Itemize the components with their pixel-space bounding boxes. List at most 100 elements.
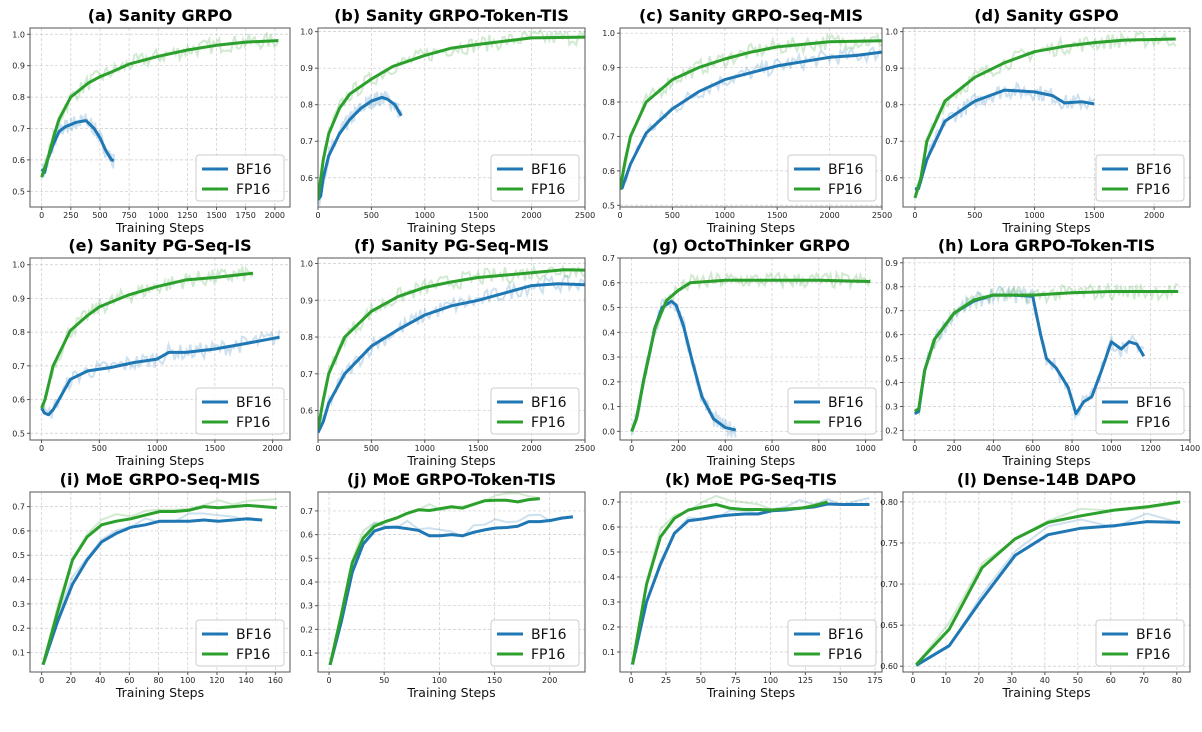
x-tick-label: 1500 [468, 444, 488, 453]
x-tick-label: 0 [326, 676, 331, 685]
legend-label: FP16 [531, 415, 565, 431]
x-tick-label: 2000 [262, 444, 282, 453]
series-line-fp16 [328, 497, 540, 666]
legend-label: BF16 [828, 162, 864, 178]
plot-area [40, 30, 280, 179]
legend: BF16 FP16 [787, 154, 877, 202]
x-tick-label: 60 [124, 676, 134, 685]
x-tick-label: 250 [63, 211, 78, 220]
x-tick-label: 40 [1040, 676, 1050, 685]
x-tick-label: 100 [180, 676, 195, 685]
series-line-bf16 [40, 335, 280, 417]
axes-frame [317, 257, 586, 441]
x-tick-label: 1000 [1024, 211, 1044, 220]
y-tick-label: 0.1 [12, 649, 25, 658]
x-tick-label: 25 [661, 676, 671, 685]
x-tick-label: 400 [986, 444, 1001, 453]
y-tick-label: 0.2 [602, 378, 615, 387]
x-tick-label: 0 [39, 444, 44, 453]
y-tick-label: 0.4 [885, 379, 898, 388]
x-tick-label: 0 [315, 211, 320, 220]
y-tick-label: 0.7 [602, 254, 615, 263]
y-tick-label: 0.8 [300, 333, 313, 342]
y-tick-label: 0.5 [12, 551, 25, 560]
subplot-title: (j) MoE GRPO-Token-TIS [347, 470, 556, 489]
y-tick-label: 0.6 [12, 527, 25, 536]
x-tick-label: 160 [268, 676, 283, 685]
axes-frame [902, 491, 1191, 673]
x-tick-label: 0 [39, 211, 44, 220]
subplot-title: (i) MoE GRPO-Seq-MIS [60, 470, 261, 489]
x-tick-label: 2000 [521, 444, 541, 453]
x-axis-label: Training Steps [1001, 685, 1090, 700]
series-line-bf16 [915, 520, 1181, 667]
y-tick-label: 1.0 [602, 29, 615, 38]
y-tick-label: 0.7 [300, 507, 313, 516]
x-tick-label: 10 [941, 676, 951, 685]
y-tick-label: 0.2 [300, 625, 313, 634]
series-line-fp16 [318, 35, 585, 200]
raw-line-fp16 [620, 32, 882, 191]
y-tick-label: 0.7 [12, 503, 25, 512]
subplot-title: (b) Sanity GRPO-Token-TIS [334, 6, 569, 25]
raw-line-fp16 [318, 28, 585, 200]
y-tick-label: 0.6 [12, 396, 25, 405]
legend-label: BF16 [236, 627, 272, 643]
x-tick-label: 50 [696, 676, 706, 685]
y-tick-label: 0.80 [880, 498, 898, 507]
x-tick-label: 500 [665, 211, 680, 220]
x-tick-label: 20 [974, 676, 984, 685]
x-tick-label: 50 [379, 676, 389, 685]
legend-label: BF16 [531, 627, 567, 643]
plot-area [913, 281, 1179, 421]
y-tick-label: 0.65 [880, 621, 898, 630]
x-axis-label: Training Steps [706, 220, 795, 235]
y-tick-label: 0.4 [12, 576, 25, 585]
x-tick-label: 0 [910, 676, 915, 685]
y-tick-label: 0.5 [885, 355, 898, 364]
x-tick-label: 20 [66, 676, 76, 685]
legend-label: BF16 [236, 162, 272, 178]
plot-area [913, 30, 1177, 199]
legend: BF16 FP16 [490, 619, 580, 667]
y-tick-label: 0.4 [602, 573, 615, 582]
legend-label: FP16 [1136, 182, 1170, 198]
plot-area [318, 28, 585, 207]
legend-label: BF16 [828, 395, 864, 411]
subplot-title: (k) MoE PG-Seq-TIS [665, 470, 837, 489]
y-tick-label: 0.6 [602, 523, 615, 532]
x-tick-label: 0 [912, 444, 917, 453]
x-tick-label: 1000 [148, 211, 168, 220]
raw-line-fp16 [329, 492, 540, 666]
x-axis-label: Training Steps [406, 453, 495, 468]
subplot-l: 0 10 20 30 40 50 60 70 80 0.60 0.65 0.70 0.75 0.80 (l)… [880, 470, 1191, 700]
series-line-fp16 [41, 503, 278, 666]
subplot-c: 0 500 1000 1500 2000 2500 0.5 0.6 0.7 0.8 0.9 1.0 (c… [602, 6, 892, 235]
y-tick-label: 0.2 [12, 624, 25, 633]
plot-area [630, 269, 872, 439]
x-axis-label: Training Steps [706, 685, 795, 700]
y-tick-label: 1.0 [885, 28, 898, 37]
legend-label: FP16 [531, 647, 565, 663]
y-tick-label: 0.8 [12, 93, 25, 102]
raw-line-fp16 [40, 265, 254, 412]
y-tick-label: 0.3 [300, 602, 313, 611]
y-tick-label: 0.3 [12, 600, 25, 609]
y-tick-label: 0.6 [602, 279, 615, 288]
y-tick-label: 0.6 [12, 156, 25, 165]
series-line-fp16 [620, 39, 882, 191]
y-tick-label: 0.5 [12, 429, 25, 438]
raw-line-bf16 [914, 81, 1096, 193]
y-tick-label: 0.8 [885, 101, 898, 110]
x-tick-label: 0 [629, 676, 634, 685]
x-tick-label: 140 [239, 676, 254, 685]
y-tick-label: 0.7 [885, 307, 898, 316]
plot-area [41, 498, 278, 666]
subplot-h: 0 200 400 600 800 1000 1200 1400 0.2 0.3 0.4 0.5 0.6… [885, 236, 1200, 468]
series-line-bf16 [328, 515, 574, 666]
x-tick-label: 70 [1139, 676, 1149, 685]
y-tick-label: 1.0 [300, 28, 313, 37]
y-tick-label: 0.3 [602, 353, 615, 362]
x-tick-label: 1500 [1084, 211, 1104, 220]
x-tick-label: 500 [364, 444, 379, 453]
